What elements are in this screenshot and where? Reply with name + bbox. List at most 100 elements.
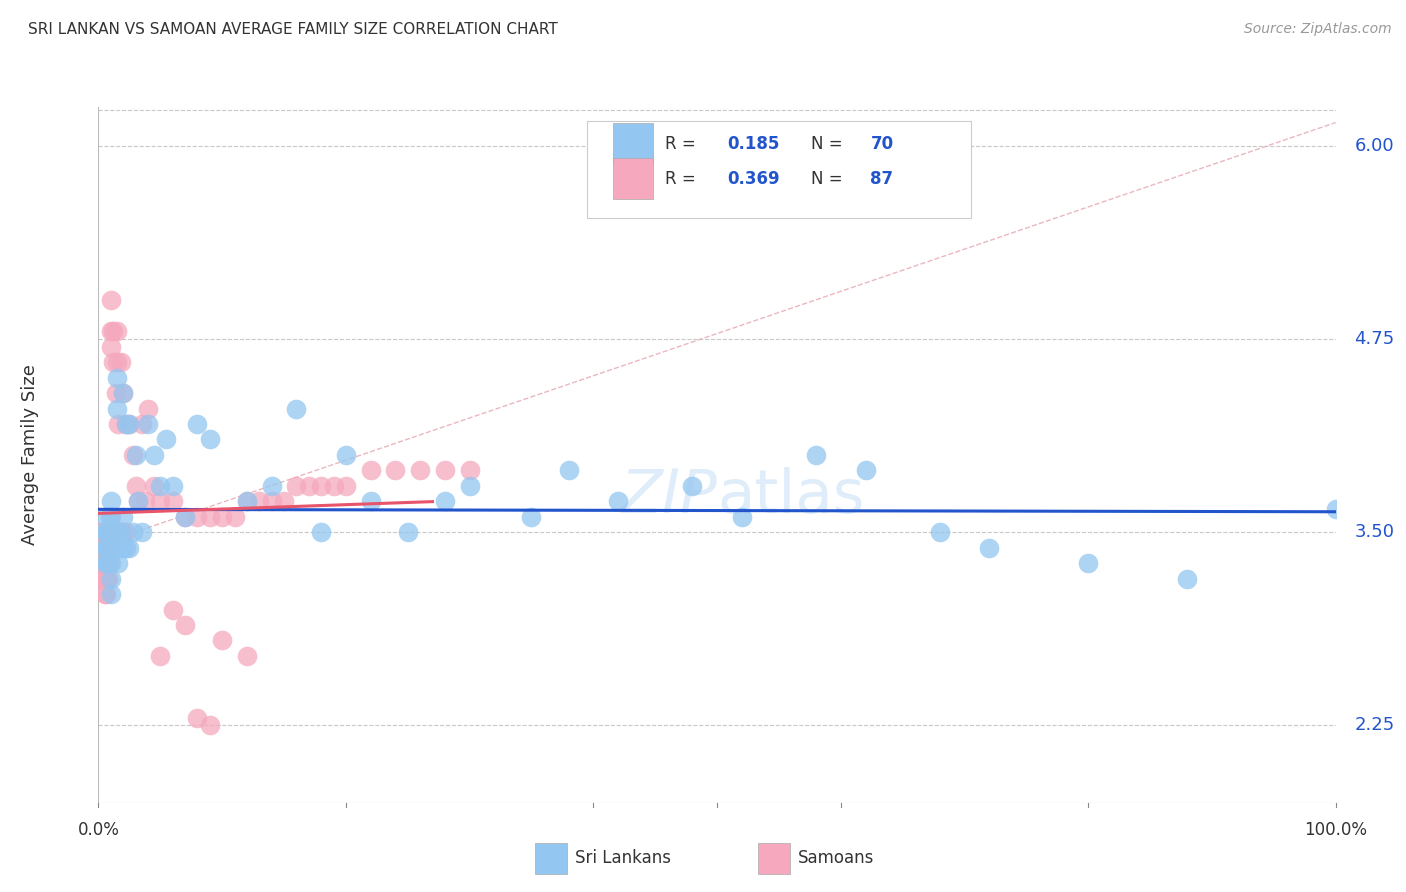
Point: [107, 417, 129, 431]
Point: [97, 572, 120, 586]
Text: 4.75: 4.75: [1354, 330, 1395, 348]
Point: [93, 556, 115, 570]
Point: [107, 556, 129, 570]
Text: 3.50: 3.50: [1354, 524, 1395, 541]
Point: [186, 711, 208, 725]
Text: Source: ZipAtlas.com: Source: ZipAtlas.com: [1244, 22, 1392, 37]
Point: [94, 525, 117, 540]
Point: [96, 541, 118, 555]
Point: [107, 525, 129, 540]
Point: [149, 648, 172, 663]
Point: [143, 448, 166, 462]
Point: [103, 355, 125, 369]
Point: [681, 479, 703, 493]
Point: [100, 494, 122, 508]
Point: [105, 525, 128, 540]
Point: [118, 417, 141, 431]
Point: [105, 541, 128, 555]
Point: [97, 525, 120, 540]
Point: [96, 572, 118, 586]
Point: [285, 479, 308, 493]
Point: [211, 509, 233, 524]
Point: [127, 494, 149, 508]
Point: [433, 494, 456, 508]
Point: [360, 494, 382, 508]
Point: [174, 509, 197, 524]
Point: [94, 587, 117, 601]
Point: [93, 541, 115, 555]
Point: [98, 556, 121, 570]
Point: [1175, 572, 1198, 586]
Point: [110, 355, 132, 369]
Point: [162, 494, 184, 508]
Point: [112, 509, 135, 524]
Point: [93, 541, 115, 555]
Point: [94, 556, 117, 570]
Point: [198, 509, 221, 524]
Point: [105, 324, 128, 338]
Point: [855, 463, 877, 477]
Point: [124, 479, 146, 493]
Point: [335, 479, 357, 493]
Point: [322, 479, 344, 493]
Text: atlas: atlas: [717, 467, 865, 526]
Point: [103, 324, 125, 338]
Point: [112, 386, 135, 401]
Point: [114, 541, 136, 555]
Point: [409, 463, 432, 477]
Text: 0.369: 0.369: [727, 169, 779, 187]
FancyBboxPatch shape: [758, 843, 790, 874]
Point: [298, 479, 321, 493]
Point: [155, 433, 177, 447]
Point: [118, 417, 141, 431]
Point: [149, 479, 172, 493]
Point: [260, 494, 283, 508]
Point: [174, 618, 197, 632]
Point: [458, 463, 481, 477]
Text: N =: N =: [811, 169, 848, 187]
Point: [114, 417, 136, 431]
FancyBboxPatch shape: [588, 121, 970, 219]
Point: [309, 479, 332, 493]
Point: [134, 494, 156, 508]
Point: [93, 587, 115, 601]
Point: [93, 556, 115, 570]
Text: 87: 87: [870, 169, 894, 187]
Point: [458, 479, 481, 493]
Text: Sri Lankans: Sri Lankans: [575, 849, 671, 867]
Point: [143, 479, 166, 493]
Point: [198, 718, 221, 732]
Point: [103, 525, 125, 540]
Point: [247, 494, 270, 508]
Point: [93, 525, 115, 540]
FancyBboxPatch shape: [536, 843, 568, 874]
Point: [91, 525, 114, 540]
Point: [104, 386, 127, 401]
Text: 0.0%: 0.0%: [77, 822, 120, 839]
Point: [100, 509, 122, 524]
Point: [136, 401, 159, 416]
Point: [100, 324, 122, 338]
Point: [731, 509, 754, 524]
FancyBboxPatch shape: [613, 123, 652, 164]
Point: [136, 417, 159, 431]
Point: [285, 401, 308, 416]
Point: [93, 572, 115, 586]
Point: [105, 355, 128, 369]
Point: [93, 525, 115, 540]
Text: ZIP: ZIP: [620, 467, 717, 526]
Point: [103, 541, 125, 555]
Point: [103, 525, 125, 540]
Point: [122, 448, 145, 462]
Point: [110, 541, 132, 555]
Point: [96, 525, 118, 540]
Point: [979, 541, 1001, 555]
Point: [162, 479, 184, 493]
Point: [94, 541, 117, 555]
Point: [260, 479, 283, 493]
Point: [110, 525, 132, 540]
Point: [273, 494, 295, 508]
Point: [100, 525, 122, 540]
Point: [98, 525, 121, 540]
Point: [112, 525, 135, 540]
